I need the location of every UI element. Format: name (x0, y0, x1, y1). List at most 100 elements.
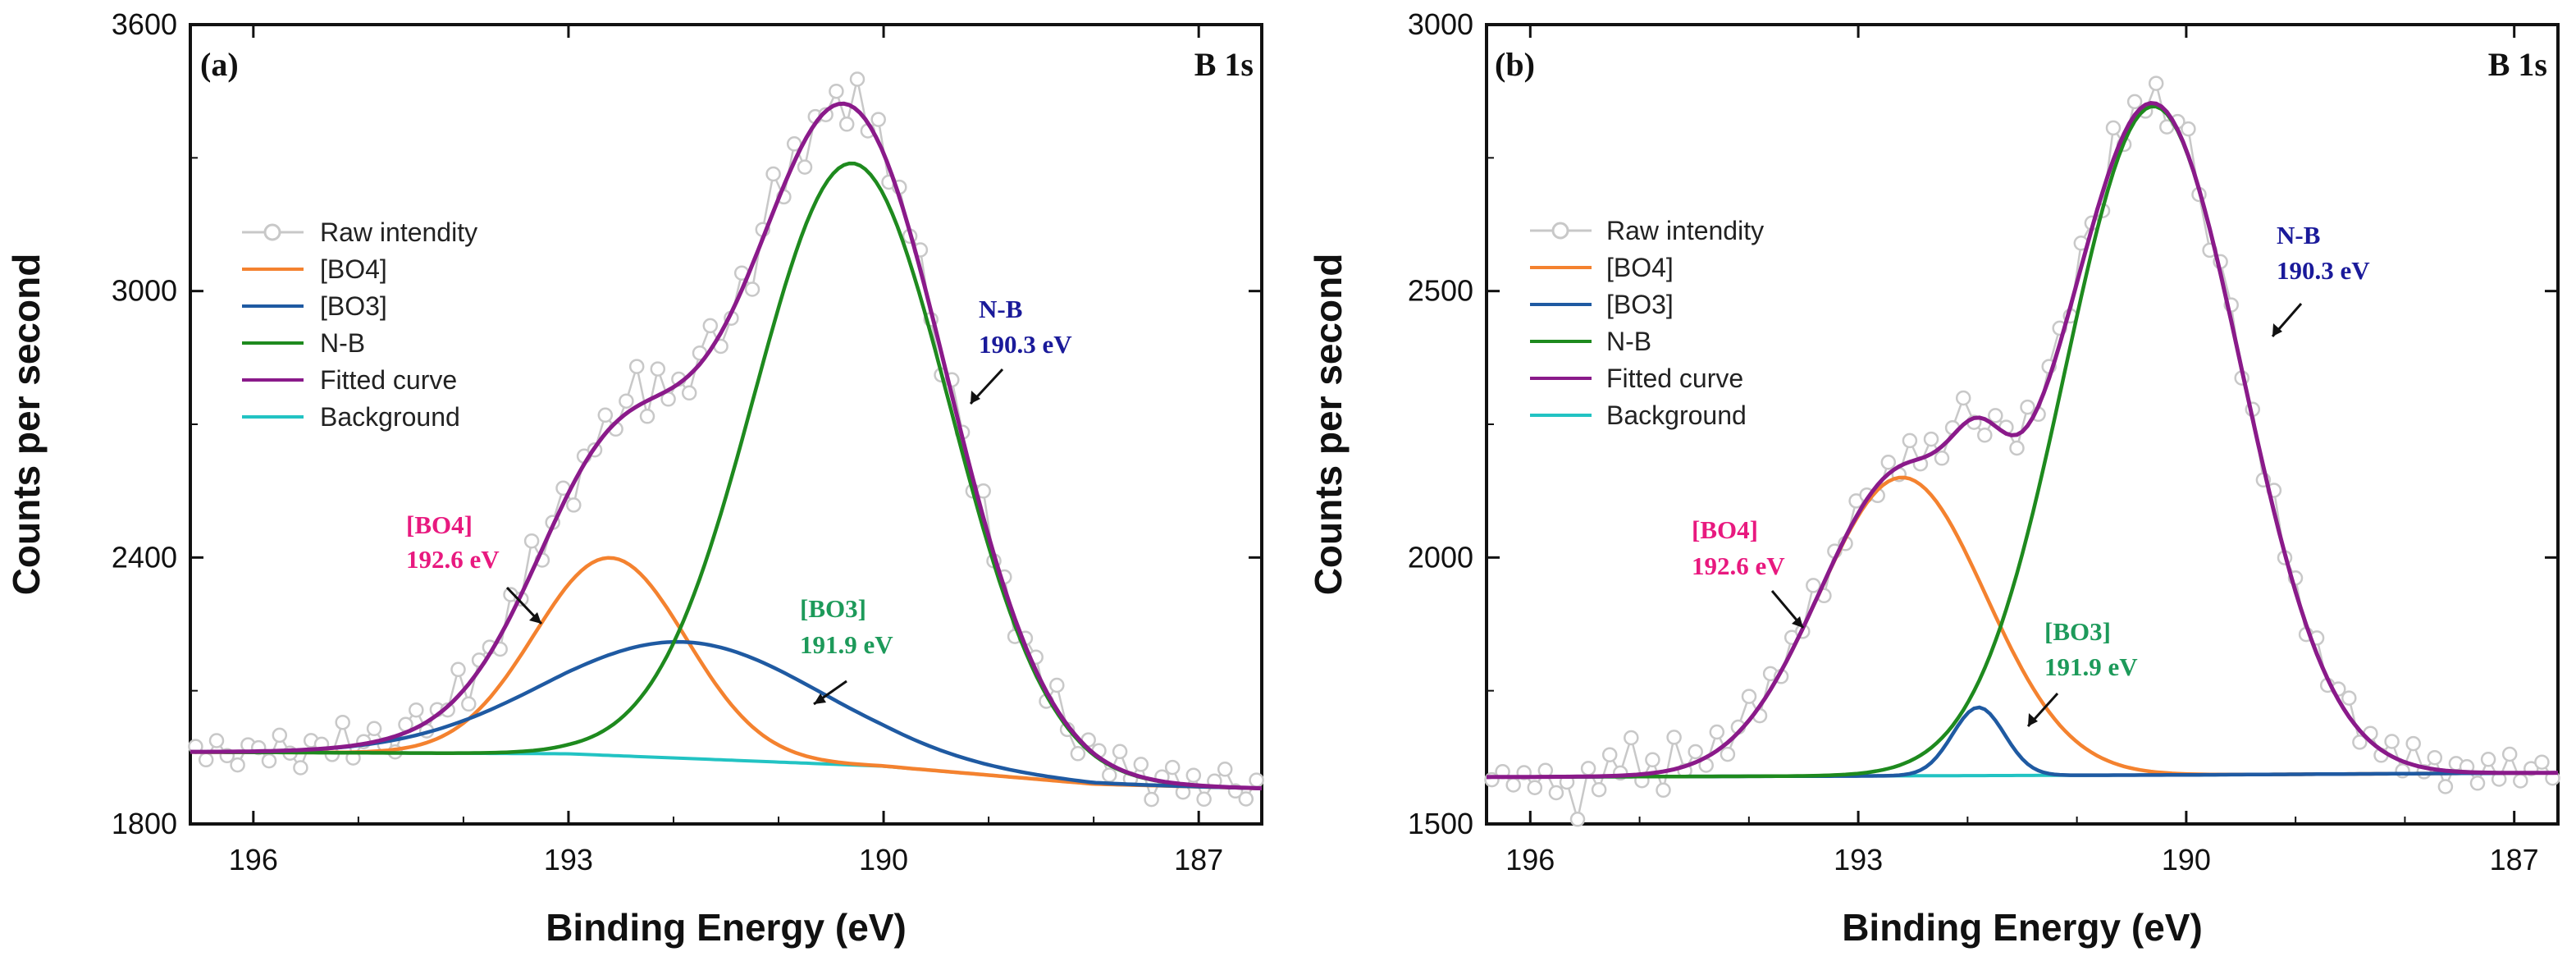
raw-point-b-41 (1923, 431, 1939, 447)
curves-b (1484, 76, 2560, 827)
raw-point-a-101 (1249, 772, 1264, 788)
annotation-bo4-energy-a: 192.6 eV (406, 545, 500, 574)
raw-point-a-87 (1102, 767, 1117, 783)
raw-point-a-91 (1144, 791, 1159, 808)
raw-point-a-41 (619, 393, 634, 409)
legend-label-bo3-b: [BO3] (1606, 290, 1674, 319)
panel-label-b: (b) (1495, 46, 1535, 83)
raw-point-a-84 (1070, 746, 1086, 762)
fitted-curve-b (1486, 100, 2559, 780)
raw-point-a-43 (639, 409, 655, 424)
annotation-arrowhead-bo3-b (2028, 713, 2038, 726)
raw-point-b-37 (1880, 455, 1897, 470)
legend-label-fit-b: Fitted curve (1606, 364, 1743, 393)
legend-label-bo3-a: [BO3] (320, 291, 387, 321)
x-tick-label-a-0: 196 (229, 843, 278, 876)
legend-label-nb-b: N-B (1606, 327, 1651, 356)
x-tick-label-b-0: 196 (1505, 843, 1555, 876)
raw-point-b-19 (1688, 744, 1703, 760)
raw-point-b-6 (1548, 785, 1564, 801)
raw-point-a-26 (461, 696, 477, 712)
raw-point-b-10 (1591, 781, 1607, 798)
raw-point-b-58 (2105, 120, 2122, 136)
annotation-arrowhead-nb-b (2272, 323, 2282, 336)
y-tick-label-b-1: 2000 (1408, 540, 1473, 574)
raw-point-a-14 (335, 714, 350, 730)
y-tick-label-b-0: 1500 (1408, 807, 1473, 840)
panel-a: 196 193 190 187 1800 2400 3000 3600 (a) B 1s Bi… (5, 7, 1264, 949)
raw-point-b-8 (1569, 812, 1586, 827)
legend-label-bo4-a: [BO4] (320, 254, 387, 284)
legend-label-bo4-b: [BO4] (1606, 253, 1674, 282)
raw-point-b-13 (1624, 730, 1639, 746)
raw-point-b-47 (1988, 408, 2003, 423)
raw-point-b-86 (2405, 735, 2421, 752)
raw-point-b-84 (2384, 734, 2400, 749)
panel-b: 196 193 190 187 1500 2000 2500 3000 (b) B 1s Bi… (1307, 7, 2560, 949)
raw-point-b-89 (2437, 779, 2454, 794)
legend-a: Raw intendity [BO4] [BO3] N-B Fitted cur… (242, 217, 477, 432)
y-tick-label-a-1: 2400 (112, 540, 177, 574)
raw-point-b-44 (1955, 390, 1971, 406)
x-tick-label-b-2: 190 (2162, 843, 2211, 876)
raw-point-a-44 (650, 361, 666, 377)
annotation-bo3-energy-b: 191.9 eV (2044, 652, 2138, 681)
fitted-curve-a (190, 101, 1263, 791)
y-tick-label-b-2: 2500 (1408, 274, 1473, 308)
x-tick-label-a-3: 187 (1174, 843, 1223, 876)
raw-point-a-90 (1133, 757, 1149, 772)
raw-point-b-60 (2126, 94, 2143, 110)
annotation-bo3-name-a: [BO3] (800, 594, 866, 623)
raw-point-a-100 (1238, 791, 1254, 807)
x-tick-label-b-1: 193 (1834, 843, 1883, 876)
spectrum-label-b: B 1s (2488, 46, 2547, 83)
raw-point-a-25 (450, 661, 466, 678)
raw-point-b-49 (2009, 440, 2025, 456)
annotations-a: N-B 190.3 eV [BO4] 192.6 eV [BO3] 191.9 … (406, 295, 1072, 706)
annotation-arrowhead-bo3-a (814, 693, 826, 704)
raw-point-a-17 (366, 721, 382, 737)
ticks-a: 196 193 190 187 1800 2400 3000 3600 (112, 7, 1262, 876)
raw-point-b-81 (2352, 734, 2368, 750)
x-tick-label-a-2: 190 (859, 843, 908, 876)
y-tick-label-b-3: 3000 (1408, 7, 1473, 41)
raw-point-a-88 (1112, 744, 1128, 760)
raw-point-b-65 (2181, 121, 2196, 137)
annotation-nb-energy-b: 190.3 eV (2277, 256, 2370, 285)
raw-point-b-98 (2534, 754, 2550, 770)
y-axis-label-a: Counts per second (5, 254, 48, 596)
raw-point-b-11 (1601, 747, 1618, 762)
raw-point-a-39 (597, 407, 614, 423)
raw-point-b-80 (2341, 690, 2357, 706)
raw-point-a-47 (681, 385, 697, 401)
raw-point-b-50 (2020, 399, 2035, 415)
y-tick-label-a-0: 1800 (112, 807, 177, 840)
annotation-arrowhead-bo4-b (1792, 616, 1803, 628)
raw-point-b-15 (1645, 752, 1660, 768)
annotation-nb-name-b: N-B (2277, 221, 2320, 249)
legend-label-bg-a: Background (320, 402, 460, 432)
raw-point-b-24 (1741, 689, 1757, 704)
raw-point-b-88 (2427, 749, 2443, 766)
annotation-bo3-name-b: [BO3] (2044, 617, 2111, 646)
raw-point-b-46 (1977, 427, 1993, 443)
raw-point-a-82 (1049, 677, 1065, 693)
raw-point-a-65 (870, 112, 886, 127)
x-tick-label-a-1: 193 (544, 843, 593, 876)
annotation-bo3-energy-a: 191.9 eV (800, 630, 893, 659)
raw-point-a-93 (1164, 759, 1181, 776)
y-tick-label-a-3: 3600 (112, 7, 177, 41)
raw-point-b-16 (1656, 782, 1671, 799)
annotation-nb-name-a: N-B (979, 295, 1022, 323)
raw-point-b-92 (2469, 776, 2486, 791)
annotation-arrowhead-bo4-a (529, 612, 541, 624)
raw-point-a-42 (628, 359, 645, 374)
raw-point-b-17 (1666, 730, 1682, 745)
annotation-bo4-energy-b: 192.6 eV (1692, 551, 1785, 580)
raw-point-a-36 (566, 497, 582, 513)
x-axis-label-a: Binding Energy (eV) (546, 906, 907, 949)
legend-label-raw-b: Raw intendity (1606, 216, 1764, 245)
raw-point-b-42 (1934, 451, 1950, 466)
x-axis-label-b: Binding Energy (eV) (1842, 906, 2203, 949)
